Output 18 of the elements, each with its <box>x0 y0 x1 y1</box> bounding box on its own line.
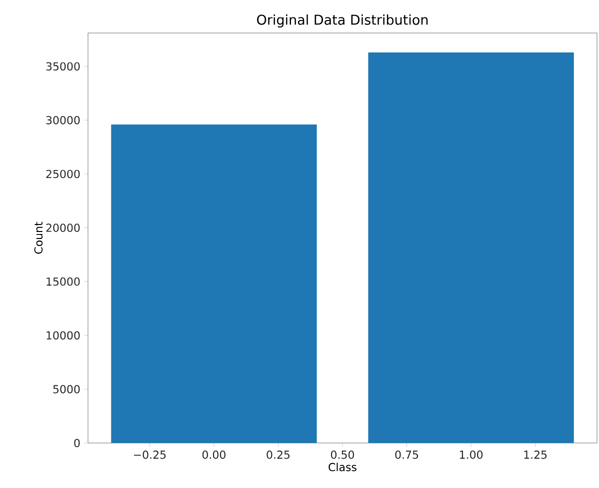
x-tick-label: 1.25 <box>524 450 547 459</box>
y-axis-title: Count <box>34 222 43 254</box>
y-tick-label: 10000 <box>46 331 80 340</box>
y-tick-label: 30000 <box>46 116 80 124</box>
y-tick-label: 35000 <box>46 62 80 71</box>
x-tick-label: 0.50 <box>330 450 354 459</box>
x-tick-label: 1.00 <box>460 450 483 459</box>
y-tick-label: 15000 <box>46 277 80 286</box>
y-tick-label: 25000 <box>46 170 80 178</box>
y-tick-label: 5000 <box>53 385 80 394</box>
x-axis-title: Class <box>328 462 356 472</box>
x-tick-label: 0.00 <box>202 450 226 459</box>
x-tick-label: 0.75 <box>395 450 418 459</box>
x-tick-label: −0.25 <box>134 450 166 459</box>
chart-title: Original Data Distribution <box>257 14 428 28</box>
y-tick-label: 0 <box>74 438 80 448</box>
x-tick-label: 0.25 <box>266 450 290 459</box>
y-tick-label: 20000 <box>46 224 80 232</box>
